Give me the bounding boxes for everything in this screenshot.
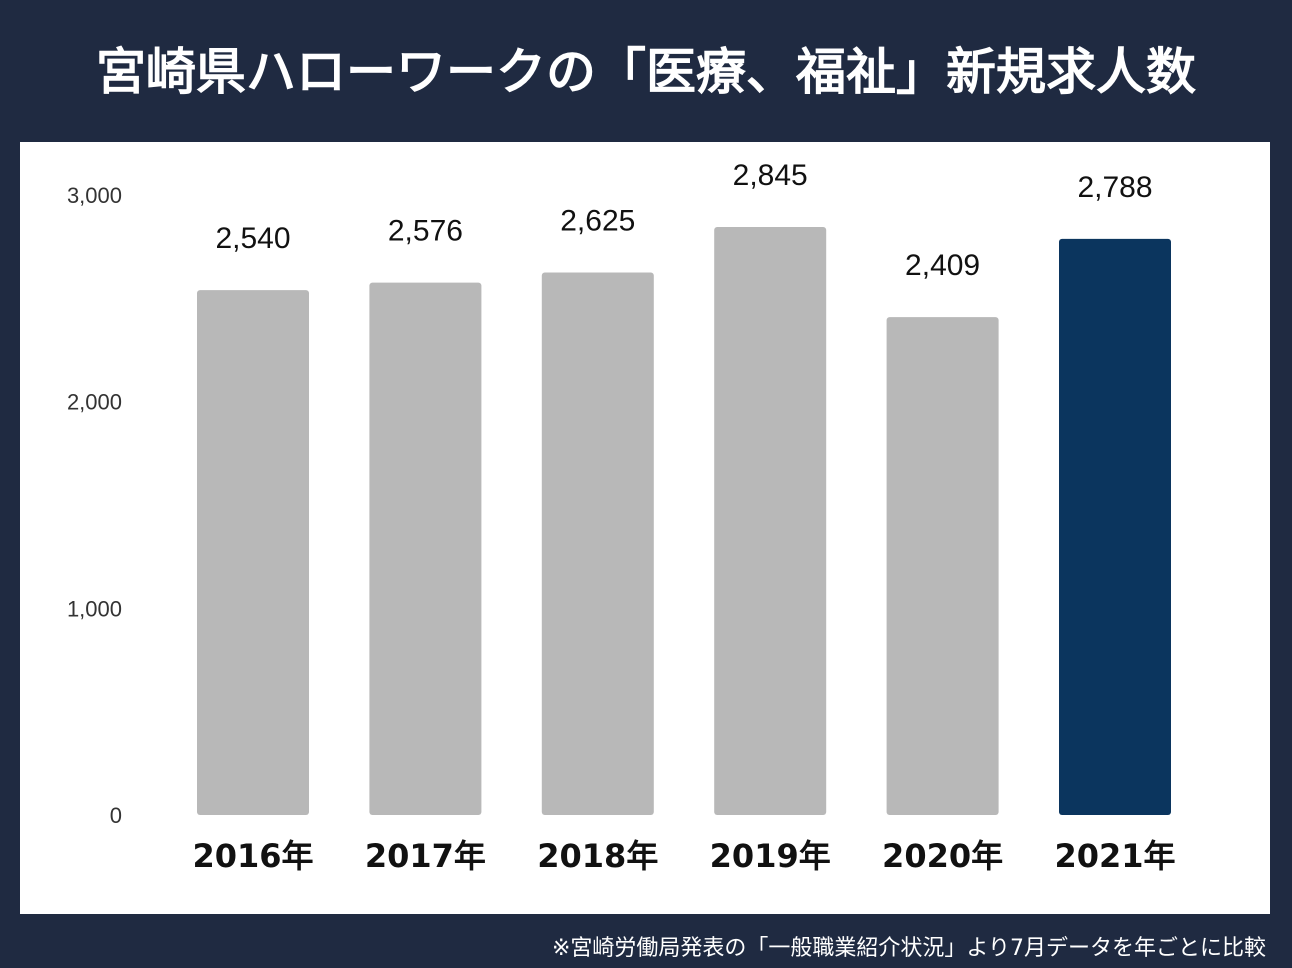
page-title: 宮崎県ハローワークの「医療、福祉」新規求人数 [96,43,1196,101]
data-label: 2,788 [1077,171,1152,204]
x-tick-label: 2018年 [537,837,658,875]
bar-2018年 [541,272,654,815]
x-tick-label: 2017年 [365,837,486,875]
x-tick-label: 2021年 [1054,837,1175,875]
data-label: 2,845 [733,159,808,192]
bar-2016年 [197,290,309,816]
data-label: 2,576 [388,215,463,248]
bar-2019年 [714,227,827,816]
y-tick-label: 1,000 [67,596,122,621]
x-tick-label: 2016年 [192,837,313,875]
x-tick-label: 2019年 [710,837,831,875]
data-label: 2,625 [560,205,635,238]
data-label: 2,540 [215,222,290,255]
bar-2020年 [886,317,999,815]
y-tick-label: 0 [110,803,122,828]
x-tick-label: 2020年 [882,837,1003,875]
y-tick-label: 2,000 [67,390,122,415]
y-tick-label: 3,000 [67,183,122,208]
bar-2017年 [369,282,482,815]
source-footnote: ※宮崎労働局発表の「一般職業紹介状況」より7月データを年ごとに比較 [552,936,1266,961]
data-label: 2,409 [905,249,980,282]
bar-2021年 [1059,238,1171,815]
